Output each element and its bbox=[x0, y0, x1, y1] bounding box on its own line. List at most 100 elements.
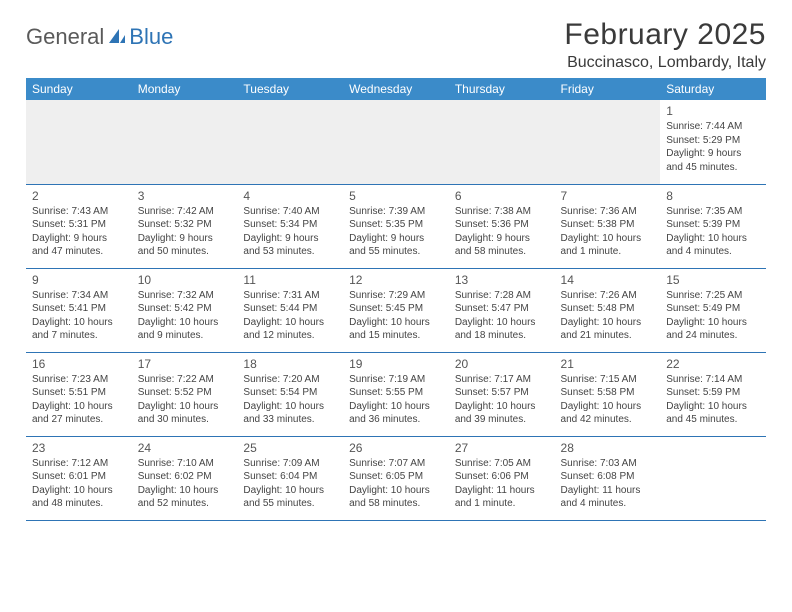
logo-text-blue: Blue bbox=[129, 24, 173, 50]
daylight-line: Daylight: 10 hours and 4 minutes. bbox=[666, 232, 760, 259]
day-number: 9 bbox=[32, 272, 126, 288]
sunset-line: Sunset: 5:41 PM bbox=[32, 302, 126, 316]
calendar-week-row: 23Sunrise: 7:12 AMSunset: 6:01 PM Dayligh… bbox=[26, 436, 766, 520]
day-number: 23 bbox=[32, 440, 126, 456]
sunrise-line: Sunrise: 7:39 AM bbox=[349, 205, 443, 219]
calendar-day-cell: 27Sunrise: 7:05 AMSunset: 6:06 PMDayligh… bbox=[449, 436, 555, 520]
sunrise-line: Sunrise: 7:26 AM bbox=[561, 289, 655, 303]
calendar-day-cell: 22Sunrise: 7:14 AMSunset: 5:59 PMDayligh… bbox=[660, 352, 766, 436]
sunrise-line: Sunrise: 7:03 AM bbox=[561, 457, 655, 471]
calendar-day-cell: 14Sunrise: 7:26 AMSunset: 5:48 PMDayligh… bbox=[555, 268, 661, 352]
sunset-line: Sunset: 5:58 PM bbox=[561, 386, 655, 400]
weekday-header: Friday bbox=[555, 78, 661, 100]
daylight-line: Daylight: 10 hours and 1 minute. bbox=[561, 232, 655, 259]
sunset-line: Sunset: 5:52 PM bbox=[138, 386, 232, 400]
day-number: 1 bbox=[666, 103, 760, 119]
daylight-line: Daylight: 9 hours and 55 minutes. bbox=[349, 232, 443, 259]
calendar-empty-cell bbox=[132, 100, 238, 184]
sunrise-line: Sunrise: 7:28 AM bbox=[455, 289, 549, 303]
logo-sail-icon bbox=[107, 27, 127, 50]
calendar-body: 1Sunrise: 7:44 AMSunset: 5:29 PMDaylight… bbox=[26, 100, 766, 520]
day-number: 20 bbox=[455, 356, 549, 372]
day-number: 2 bbox=[32, 188, 126, 204]
calendar-day-cell: 20Sunrise: 7:17 AMSunset: 5:57 PMDayligh… bbox=[449, 352, 555, 436]
sunrise-line: Sunrise: 7:31 AM bbox=[243, 289, 337, 303]
daylight-line: Daylight: 10 hours and 42 minutes. bbox=[561, 400, 655, 427]
calendar-day-cell: 2Sunrise: 7:43 AMSunset: 5:31 PMDaylight… bbox=[26, 184, 132, 268]
sunrise-line: Sunrise: 7:19 AM bbox=[349, 373, 443, 387]
daylight-line: Daylight: 10 hours and 39 minutes. bbox=[455, 400, 549, 427]
weekday-header: Sunday bbox=[26, 78, 132, 100]
header: General Blue February 2025 Buccinasco, L… bbox=[26, 18, 766, 72]
sunset-line: Sunset: 6:08 PM bbox=[561, 470, 655, 484]
sunrise-line: Sunrise: 7:12 AM bbox=[32, 457, 126, 471]
weekday-header-row: SundayMondayTuesdayWednesdayThursdayFrid… bbox=[26, 78, 766, 100]
sunrise-line: Sunrise: 7:40 AM bbox=[243, 205, 337, 219]
sunset-line: Sunset: 5:59 PM bbox=[666, 386, 760, 400]
month-title: February 2025 bbox=[564, 18, 766, 52]
calendar-day-cell: 15Sunrise: 7:25 AMSunset: 5:49 PMDayligh… bbox=[660, 268, 766, 352]
daylight-line: Daylight: 9 hours and 58 minutes. bbox=[455, 232, 549, 259]
day-number: 13 bbox=[455, 272, 549, 288]
daylight-line: Daylight: 10 hours and 58 minutes. bbox=[349, 484, 443, 511]
daylight-line: Daylight: 10 hours and 55 minutes. bbox=[243, 484, 337, 511]
sunset-line: Sunset: 6:06 PM bbox=[455, 470, 549, 484]
calendar-table: SundayMondayTuesdayWednesdayThursdayFrid… bbox=[26, 78, 766, 521]
sunset-line: Sunset: 5:42 PM bbox=[138, 302, 232, 316]
calendar-day-cell: 17Sunrise: 7:22 AMSunset: 5:52 PMDayligh… bbox=[132, 352, 238, 436]
calendar-empty-cell bbox=[237, 100, 343, 184]
day-number: 16 bbox=[32, 356, 126, 372]
sunrise-line: Sunrise: 7:29 AM bbox=[349, 289, 443, 303]
weekday-header: Wednesday bbox=[343, 78, 449, 100]
sunrise-line: Sunrise: 7:35 AM bbox=[666, 205, 760, 219]
logo: General Blue bbox=[26, 24, 173, 50]
calendar-day-cell: 7Sunrise: 7:36 AMSunset: 5:38 PMDaylight… bbox=[555, 184, 661, 268]
sunset-line: Sunset: 5:49 PM bbox=[666, 302, 760, 316]
calendar-empty-cell bbox=[555, 100, 661, 184]
sunrise-line: Sunrise: 7:09 AM bbox=[243, 457, 337, 471]
day-number: 5 bbox=[349, 188, 443, 204]
daylight-line: Daylight: 10 hours and 33 minutes. bbox=[243, 400, 337, 427]
sunset-line: Sunset: 6:02 PM bbox=[138, 470, 232, 484]
sunset-line: Sunset: 6:04 PM bbox=[243, 470, 337, 484]
calendar-day-cell: 1Sunrise: 7:44 AMSunset: 5:29 PMDaylight… bbox=[660, 100, 766, 184]
day-number: 22 bbox=[666, 356, 760, 372]
daylight-line: Daylight: 11 hours and 4 minutes. bbox=[561, 484, 655, 511]
sunset-line: Sunset: 5:34 PM bbox=[243, 218, 337, 232]
daylight-line: Daylight: 9 hours and 47 minutes. bbox=[32, 232, 126, 259]
calendar-empty-cell bbox=[449, 100, 555, 184]
weekday-header: Monday bbox=[132, 78, 238, 100]
sunrise-line: Sunrise: 7:07 AM bbox=[349, 457, 443, 471]
sunset-line: Sunset: 5:47 PM bbox=[455, 302, 549, 316]
weekday-header: Tuesday bbox=[237, 78, 343, 100]
daylight-line: Daylight: 9 hours and 45 minutes. bbox=[666, 147, 760, 174]
calendar-day-cell: 23Sunrise: 7:12 AMSunset: 6:01 PMDayligh… bbox=[26, 436, 132, 520]
title-block: February 2025 Buccinasco, Lombardy, Ital… bbox=[564, 18, 766, 72]
calendar-day-cell: 9Sunrise: 7:34 AMSunset: 5:41 PMDaylight… bbox=[26, 268, 132, 352]
calendar-empty-cell bbox=[660, 436, 766, 520]
daylight-line: Daylight: 10 hours and 15 minutes. bbox=[349, 316, 443, 343]
day-number: 17 bbox=[138, 356, 232, 372]
calendar-day-cell: 26Sunrise: 7:07 AMSunset: 6:05 PMDayligh… bbox=[343, 436, 449, 520]
sunset-line: Sunset: 5:45 PM bbox=[349, 302, 443, 316]
sunset-line: Sunset: 6:01 PM bbox=[32, 470, 126, 484]
sunset-line: Sunset: 5:32 PM bbox=[138, 218, 232, 232]
daylight-line: Daylight: 10 hours and 9 minutes. bbox=[138, 316, 232, 343]
day-number: 12 bbox=[349, 272, 443, 288]
calendar-day-cell: 28Sunrise: 7:03 AMSunset: 6:08 PMDayligh… bbox=[555, 436, 661, 520]
daylight-line: Daylight: 10 hours and 52 minutes. bbox=[138, 484, 232, 511]
sunrise-line: Sunrise: 7:10 AM bbox=[138, 457, 232, 471]
daylight-line: Daylight: 11 hours and 1 minute. bbox=[455, 484, 549, 511]
calendar-empty-cell bbox=[343, 100, 449, 184]
sunset-line: Sunset: 5:51 PM bbox=[32, 386, 126, 400]
calendar-day-cell: 10Sunrise: 7:32 AMSunset: 5:42 PMDayligh… bbox=[132, 268, 238, 352]
daylight-line: Daylight: 10 hours and 27 minutes. bbox=[32, 400, 126, 427]
day-number: 19 bbox=[349, 356, 443, 372]
sunset-line: Sunset: 5:44 PM bbox=[243, 302, 337, 316]
calendar-day-cell: 8Sunrise: 7:35 AMSunset: 5:39 PMDaylight… bbox=[660, 184, 766, 268]
calendar-day-cell: 18Sunrise: 7:20 AMSunset: 5:54 PMDayligh… bbox=[237, 352, 343, 436]
sunset-line: Sunset: 5:39 PM bbox=[666, 218, 760, 232]
sunrise-line: Sunrise: 7:14 AM bbox=[666, 373, 760, 387]
calendar-day-cell: 24Sunrise: 7:10 AMSunset: 6:02 PMDayligh… bbox=[132, 436, 238, 520]
sunset-line: Sunset: 5:36 PM bbox=[455, 218, 549, 232]
